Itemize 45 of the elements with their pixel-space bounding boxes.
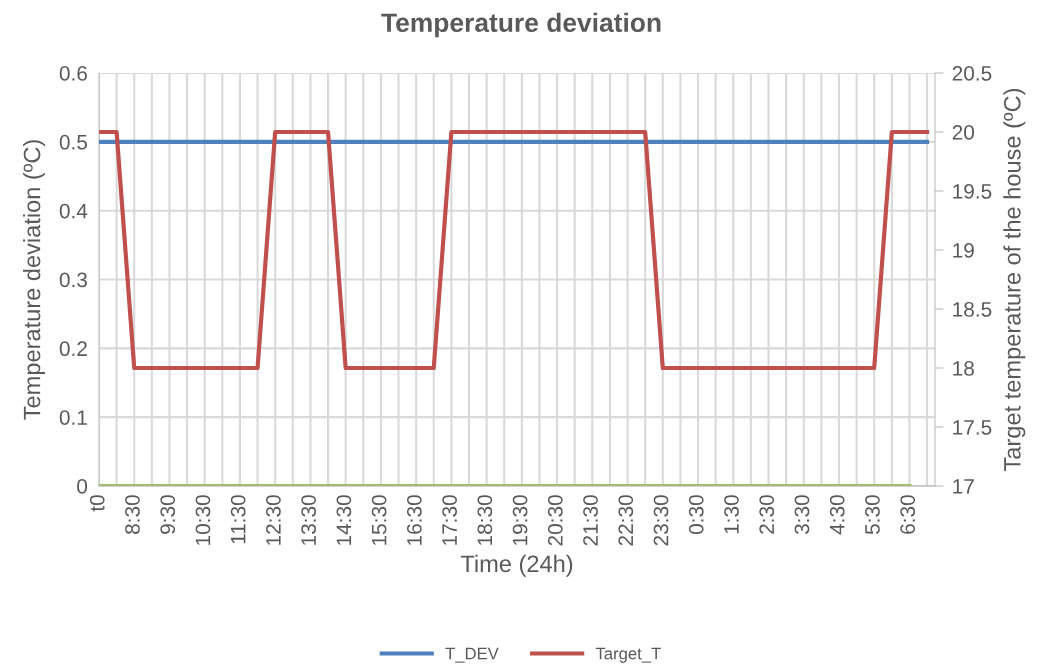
x-tick-label: 23:30 [653,495,669,546]
y-axis-title: Temperature deviation (ºC) [23,140,46,420]
y-tick-label: 0.5 [59,134,88,150]
x-tick-label: 4:30 [829,495,845,535]
y2-tick-label: 19 [953,243,974,258]
x-tick-label: 18:30 [477,495,493,545]
y-tick-label: 0.2 [59,341,87,357]
y-tick-label: 0.3 [59,272,87,288]
y2-tick-label: 18.5 [953,302,992,317]
y-tick-label: 0.6 [59,66,87,81]
x-tick-label: 6:30 [900,495,916,534]
x-tick-label: 14:30 [336,495,352,545]
x-tick-label: 8:30 [125,495,140,534]
y2-tick-label: 17.5 [953,420,992,435]
x-tick-label: 17:30 [442,495,457,545]
x-tick-label: 20:30 [547,495,563,546]
y2-tick-label: 20 [952,125,975,140]
x-tick-label: 1:30 [724,495,739,534]
y2-tick-label: 20.5 [952,66,992,81]
x-tick-label: 12:30 [266,495,281,545]
x-tick-label: 19:30 [512,495,528,545]
x-tick-label: t0 [89,495,105,512]
x-tick-label: 22:30 [618,495,634,546]
x-tick-label: 9:30 [160,495,176,534]
chart-title: Temperature deviation [381,12,661,38]
y-tick-label: 0.4 [59,203,88,219]
y-tick-label: 0.1 [59,410,87,425]
x-tick-label: 5:30 [865,495,880,535]
x-tick-label: 3:30 [794,495,810,535]
y2-tick-label: 19.5 [953,184,992,199]
y2-tick-label: 18 [953,361,974,376]
x-tick-label: 21:30 [583,495,598,546]
legend-label: T_DEV [445,647,499,663]
y-tick-label: 0 [77,479,88,494]
x-tick-label: 13:30 [301,495,317,545]
x-tick-label: 15:30 [371,495,387,545]
x-axis-title: Time (24h) [460,554,573,577]
x-tick-label: 11:30 [230,495,246,544]
x-tick-label: 2:30 [759,495,775,534]
y2-axis-title: Target temperature of the house (ºC) [1003,88,1026,471]
legend-label: Target_T [595,647,661,663]
y2-tick-label: 17 [953,479,974,494]
x-tick-label: 0:30 [688,495,704,535]
x-tick-label: 16:30 [406,495,422,545]
x-tick-label: 10:30 [195,495,211,545]
